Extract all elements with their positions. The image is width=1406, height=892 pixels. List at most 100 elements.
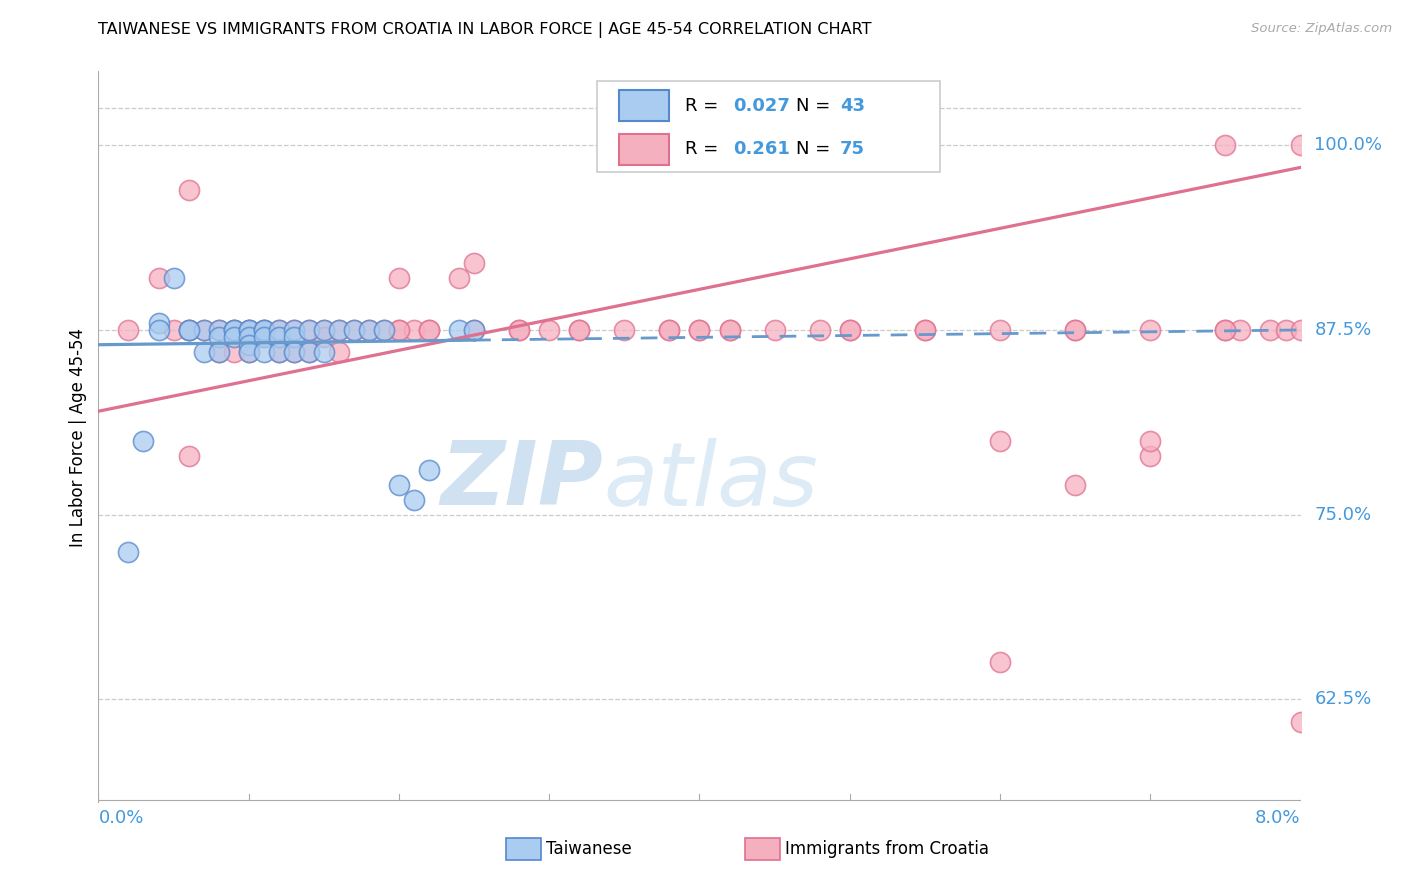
Point bbox=[1215, 138, 1237, 153]
Point bbox=[283, 345, 305, 359]
Text: atlas: atlas bbox=[603, 438, 818, 524]
Point bbox=[1229, 323, 1251, 337]
Point bbox=[312, 323, 335, 337]
Point bbox=[148, 323, 170, 337]
Point bbox=[808, 323, 831, 337]
Text: N =: N = bbox=[796, 140, 835, 159]
Point bbox=[402, 492, 425, 507]
Point bbox=[343, 323, 366, 337]
Point bbox=[208, 345, 231, 359]
Point bbox=[162, 323, 184, 337]
Point bbox=[418, 463, 440, 477]
Point bbox=[1289, 714, 1312, 729]
Point bbox=[328, 345, 350, 359]
Point bbox=[222, 323, 245, 337]
Point bbox=[838, 323, 860, 337]
Point bbox=[238, 330, 260, 344]
Point bbox=[373, 323, 395, 337]
Point bbox=[658, 323, 681, 337]
Point bbox=[658, 323, 681, 337]
Bar bbox=[619, 90, 669, 121]
Point bbox=[298, 345, 321, 359]
Point bbox=[238, 330, 260, 344]
Point bbox=[568, 323, 591, 337]
Point bbox=[193, 345, 215, 359]
Point bbox=[148, 271, 170, 285]
Bar bbox=[598, 81, 939, 172]
Point bbox=[208, 323, 231, 337]
Point bbox=[613, 323, 636, 337]
Y-axis label: In Labor Force | Age 45-54: In Labor Force | Age 45-54 bbox=[69, 327, 87, 547]
Point bbox=[283, 323, 305, 337]
Text: Source: ZipAtlas.com: Source: ZipAtlas.com bbox=[1251, 22, 1392, 36]
Point bbox=[463, 256, 485, 270]
Point bbox=[463, 323, 485, 337]
Point bbox=[508, 323, 530, 337]
Point bbox=[328, 323, 350, 337]
Point bbox=[568, 323, 591, 337]
Point bbox=[117, 323, 139, 337]
Point bbox=[688, 323, 710, 337]
Point bbox=[1215, 323, 1237, 337]
Point bbox=[238, 345, 260, 359]
Point bbox=[463, 323, 485, 337]
Point bbox=[193, 323, 215, 337]
Point bbox=[238, 345, 260, 359]
Point bbox=[253, 323, 276, 337]
Point bbox=[148, 316, 170, 330]
Point bbox=[267, 330, 290, 344]
Text: 62.5%: 62.5% bbox=[1315, 690, 1372, 708]
Point bbox=[267, 345, 290, 359]
Point bbox=[238, 323, 260, 337]
Point bbox=[328, 323, 350, 337]
Point bbox=[988, 323, 1011, 337]
Point bbox=[1289, 138, 1312, 153]
Point bbox=[357, 323, 380, 337]
Point bbox=[402, 323, 425, 337]
Point bbox=[222, 323, 245, 337]
Text: 0.027: 0.027 bbox=[733, 96, 790, 114]
Point bbox=[177, 323, 200, 337]
Point bbox=[447, 271, 470, 285]
Point bbox=[193, 323, 215, 337]
Point bbox=[312, 323, 335, 337]
Point bbox=[312, 345, 335, 359]
Text: Immigrants from Croatia: Immigrants from Croatia bbox=[785, 840, 988, 858]
Point bbox=[208, 323, 231, 337]
Point bbox=[914, 323, 936, 337]
Point bbox=[1064, 323, 1087, 337]
Point bbox=[267, 323, 290, 337]
Point bbox=[988, 656, 1011, 670]
Point bbox=[267, 323, 290, 337]
Text: 0.261: 0.261 bbox=[733, 140, 790, 159]
Text: Taiwanese: Taiwanese bbox=[546, 840, 631, 858]
Point bbox=[538, 323, 561, 337]
Text: 75.0%: 75.0% bbox=[1315, 506, 1372, 524]
Point bbox=[238, 323, 260, 337]
Point bbox=[312, 330, 335, 344]
Point bbox=[688, 323, 710, 337]
Point bbox=[283, 345, 305, 359]
Point bbox=[357, 323, 380, 337]
Text: 43: 43 bbox=[841, 96, 865, 114]
Point bbox=[838, 323, 860, 337]
Point bbox=[373, 323, 395, 337]
Point bbox=[1064, 323, 1087, 337]
Point bbox=[388, 271, 411, 285]
Point bbox=[298, 323, 321, 337]
Point bbox=[208, 330, 231, 344]
Point bbox=[267, 345, 290, 359]
Point bbox=[388, 323, 411, 337]
Text: R =: R = bbox=[685, 140, 724, 159]
Text: R =: R = bbox=[685, 96, 724, 114]
Point bbox=[1064, 478, 1087, 492]
Point bbox=[253, 323, 276, 337]
Point bbox=[914, 323, 936, 337]
Text: 0.0%: 0.0% bbox=[98, 809, 143, 827]
Text: 87.5%: 87.5% bbox=[1315, 321, 1372, 339]
Point bbox=[222, 345, 245, 359]
Point bbox=[718, 323, 741, 337]
Point bbox=[718, 323, 741, 337]
Point bbox=[177, 323, 200, 337]
Point bbox=[132, 434, 155, 448]
